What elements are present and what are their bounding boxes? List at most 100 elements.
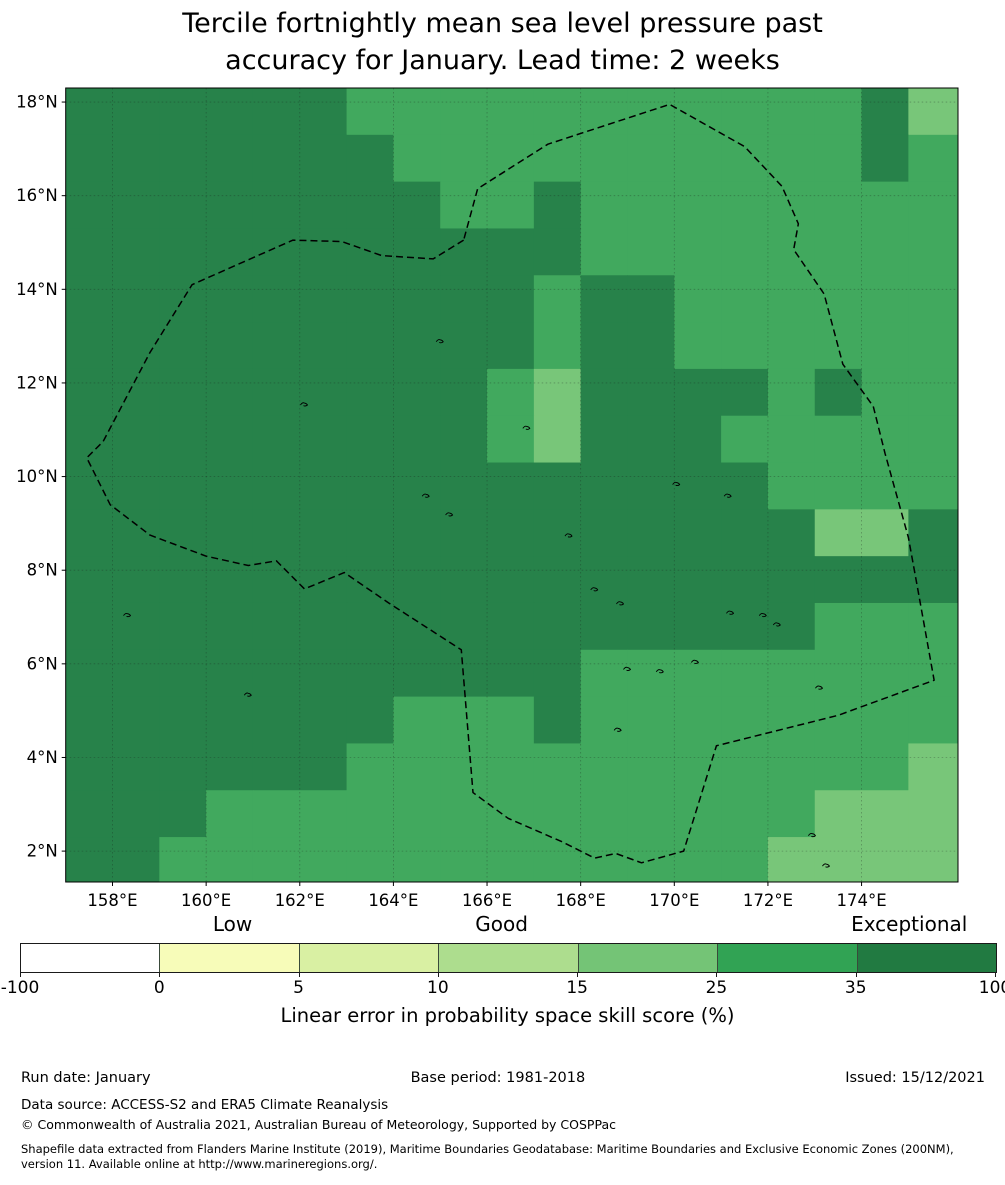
skill-cell [440,602,488,651]
skill-cell [206,275,254,323]
skill-cell [861,556,909,604]
skill-cell [206,509,254,557]
skill-cell [767,415,816,464]
skill-cell [814,368,863,417]
skill-cell [908,322,959,370]
skill-cell [112,415,160,464]
skill-cell [159,696,207,744]
skill-cell [721,696,769,744]
skill-cell [206,743,254,791]
skill-cell [487,368,535,417]
skill-cell [440,837,488,883]
skill-cell [65,181,114,229]
skill-cell [721,649,769,698]
skill-cell [721,509,769,557]
y-tick-label: 6°N [27,654,58,673]
skill-cell [674,696,722,744]
skill-cell [487,462,535,510]
skill-cell [159,602,207,651]
skill-cell [159,322,207,370]
skill-cell [674,134,722,183]
skill-cell [580,322,628,370]
skill-cell [767,275,816,323]
skill-cell [861,228,909,276]
skill-cell [674,228,722,276]
x-tick-label: 166°E [462,891,512,910]
skill-cell [252,322,301,370]
skill-cell [65,696,114,744]
skill-cell [861,134,909,183]
skill-cell [393,462,441,510]
skill-cell [861,837,909,883]
skill-cell [252,696,301,744]
skill-cell [674,602,722,651]
skill-cell [252,602,301,651]
skill-cell [65,743,114,791]
skill-cell [112,649,160,698]
skill-cell [206,368,254,417]
skill-cell [861,602,909,651]
colorbar-tick-label: 10 [427,978,449,998]
skill-cell [721,275,769,323]
skill-cell [252,415,301,464]
skill-cell [346,322,394,370]
skill-cell [767,837,816,883]
skill-cell [533,790,582,838]
skill-cell [206,696,254,744]
skill-cell [299,275,348,323]
skill-cell [814,837,863,883]
skill-cell [861,368,909,417]
skill-cell [908,509,959,557]
skill-cell [299,649,348,698]
skill-cell [112,228,160,276]
atoll-outline [772,622,781,627]
y-tick-label: 4°N [27,748,58,767]
skill-cell [487,322,535,370]
skill-cell [440,415,488,464]
skill-cell [487,228,535,276]
skill-cell [440,462,488,510]
skill-cell [627,228,675,276]
atoll-outline [421,493,430,498]
skill-cell [814,696,863,744]
skill-cell [861,322,909,370]
skill-cell [252,837,301,883]
skill-cell [65,368,114,417]
skill-cell [533,602,582,651]
skill-cell [159,509,207,557]
skill-cell [908,837,959,883]
colorbar-tick-mark [577,973,579,977]
skill-cell [814,134,863,183]
skill-cell [487,556,535,604]
skill-cell [580,462,628,510]
skill-cell [65,322,114,370]
skill-cell [393,696,441,744]
skill-cell [252,509,301,557]
skill-cell [206,837,254,883]
skill-cell [721,556,769,604]
atoll-outline [522,425,531,430]
skill-cell [908,602,959,651]
skill-cell [65,649,114,698]
issued-date-label: Issued: 15/12/2021 [845,1070,985,1086]
skill-cell [767,322,816,370]
skill-cell [674,556,722,604]
skill-cell [346,509,394,557]
skill-cell [767,88,816,136]
skill-cell [65,275,114,323]
skill-cell [393,228,441,276]
skill-cell [908,415,959,464]
skill-cell [580,228,628,276]
skill-cell [487,602,535,651]
skill-cell [393,415,441,464]
skill-cell [112,790,160,838]
skill-cell [65,556,114,604]
skill-cell [299,696,348,744]
skill-cell [721,228,769,276]
skill-cell [721,602,769,651]
skill-cell [627,602,675,651]
skill-cell [487,790,535,838]
atoll-outline [815,685,823,690]
skill-cell [767,509,816,557]
atoll-outline [445,512,454,517]
